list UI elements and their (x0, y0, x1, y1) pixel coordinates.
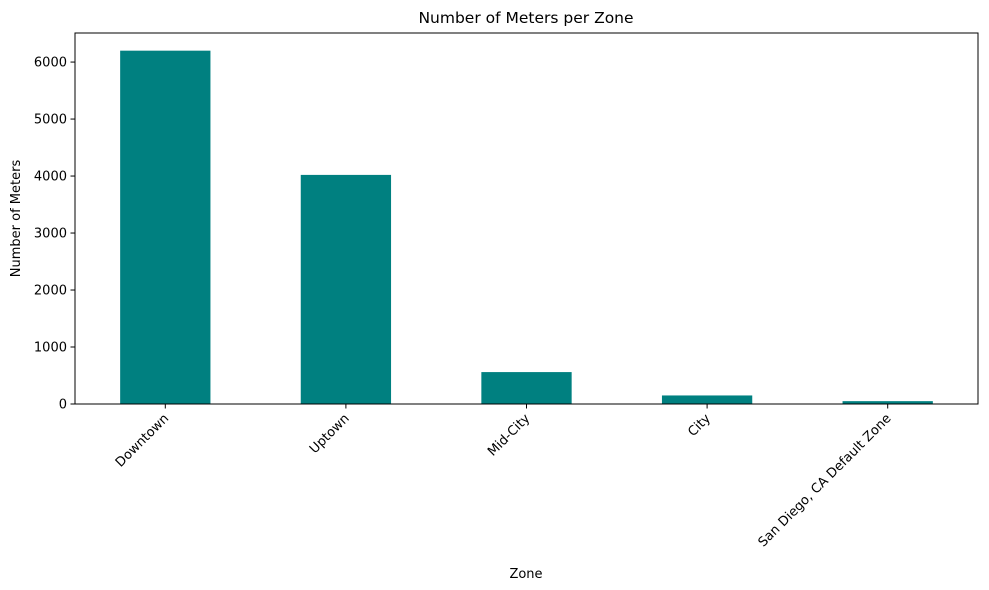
bar-downtown (120, 50, 211, 405)
x-tick-label: Downtown (113, 411, 172, 470)
bar-city (661, 395, 753, 404)
y-axis-label: Number of Meters (9, 160, 24, 278)
x-tick-label: San Diego, CA Default Zone (756, 411, 895, 550)
bar-san-diego-ca-default-zone (842, 401, 933, 404)
x-tick-label: City (685, 411, 714, 440)
y-tick-label: 4000 (34, 170, 67, 185)
bar-mid-city (481, 372, 572, 404)
plot-frame (74, 32, 979, 405)
y-tick-label: 1000 (34, 341, 67, 356)
y-tick-label: 6000 (34, 56, 67, 71)
y-tick-label: 5000 (34, 113, 67, 128)
x-tick-label: Mid-City (485, 411, 533, 459)
x-axis-label: Zone (509, 567, 542, 582)
x-axis-ticks: Downtown Uptown Mid-City City San Diego, CA … (113, 404, 895, 550)
bars-group (120, 50, 933, 405)
chart-title: Number of Meters per Zone (418, 9, 633, 27)
y-axis-ticks: 0 1000 2000 3000 4000 5000 6000 (34, 56, 75, 413)
y-tick-label: 2000 (34, 284, 67, 299)
bar-uptown (300, 174, 392, 404)
y-tick-label: 0 (59, 398, 67, 413)
y-tick-label: 3000 (34, 227, 67, 242)
x-tick-label: Uptown (307, 411, 353, 457)
